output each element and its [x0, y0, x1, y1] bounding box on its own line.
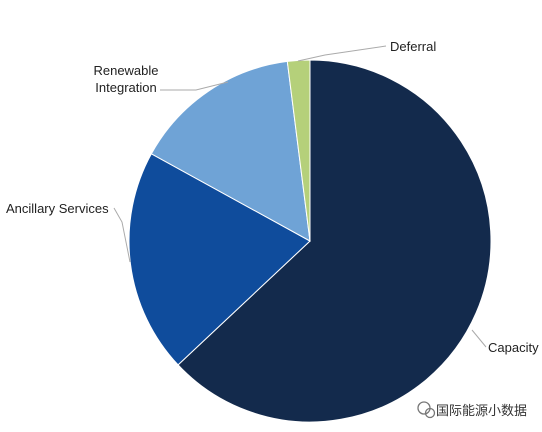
leader-line	[160, 81, 229, 91]
slice-label: Ancillary Services	[6, 201, 109, 216]
slice-label: Deferral	[390, 39, 437, 54]
leader-line	[471, 329, 487, 348]
pie-slice	[177, 59, 492, 423]
leader-line	[297, 45, 387, 62]
watermark-icon	[417, 401, 436, 419]
pie-slice	[128, 153, 311, 366]
slice-label: Capacity	[488, 340, 539, 355]
pie-slice	[150, 60, 311, 242]
slice-label: Renewable Integration	[93, 63, 159, 95]
leader-line	[113, 207, 131, 263]
watermark: 国际能源小数据	[436, 404, 528, 419]
